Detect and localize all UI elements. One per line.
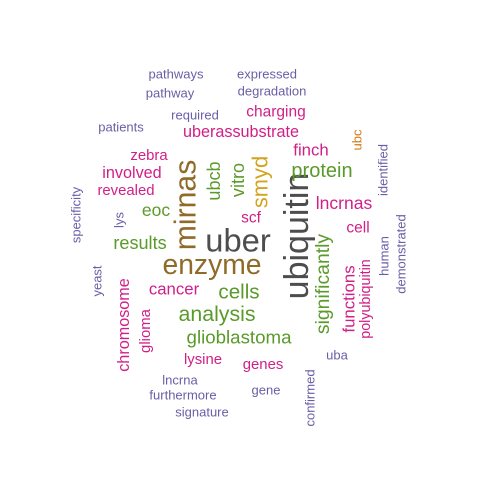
word-ubiquitin: ubiquitin	[278, 173, 316, 300]
word-zebra: zebra	[130, 148, 168, 164]
word-gene: gene	[252, 383, 281, 398]
word-ubc: ubc	[350, 129, 365, 150]
word-specificity: specificity	[69, 186, 84, 243]
word-lncrnas: lncrnas	[316, 193, 373, 213]
word-uber: uber	[205, 222, 271, 259]
word-eoc: eoc	[142, 200, 170, 220]
word-lysine: lysine	[184, 352, 222, 368]
word-glioblastoma: glioblastoma	[187, 327, 293, 348]
word-signature: signature	[175, 405, 228, 420]
word-functions: functions	[340, 265, 359, 332]
word-cancer: cancer	[149, 280, 200, 299]
word-lncrna: lncrna	[162, 373, 198, 388]
word-cell: cell	[346, 220, 369, 237]
word-yeast: yeast	[90, 265, 105, 296]
word-finch: finch	[293, 141, 328, 160]
word-pathways: pathways	[149, 67, 204, 82]
word-human: human	[377, 236, 392, 276]
word-pathway: pathway	[146, 86, 195, 101]
word-glioma: glioma	[138, 308, 154, 353]
word-cells: cells	[218, 281, 259, 304]
word-degradation: degradation	[238, 84, 307, 99]
word-smyd: smyd	[248, 156, 273, 208]
word-revealed: revealed	[97, 183, 154, 199]
word-involved: involved	[102, 164, 161, 182]
word-genes: genes	[243, 357, 284, 373]
word-enzyme: enzyme	[162, 248, 261, 280]
word-uberassubstrate: uberassubstrate	[183, 123, 299, 141]
word-chromosome: chromosome	[115, 278, 133, 372]
word-charging: charging	[246, 104, 305, 121]
word-patients: patients	[98, 120, 144, 135]
word-results: results	[113, 233, 166, 253]
word-vitro: vitro	[228, 163, 248, 197]
word-identified: identified	[376, 144, 391, 196]
word-ubcb: ubcb	[204, 161, 224, 200]
word-uba: uba	[326, 348, 348, 363]
word-protein: protein	[291, 160, 352, 182]
word-lys: lys	[112, 212, 127, 228]
word-polyubiquitin: polyubiquitin	[358, 259, 374, 339]
word-confirmed: confirmed	[303, 369, 318, 426]
word-required: required	[171, 108, 219, 123]
word-mirnas: mirnas	[170, 160, 203, 251]
word-expressed: expressed	[237, 67, 297, 82]
word-demonstrated: demonstrated	[394, 214, 409, 294]
word-scf: scf	[241, 210, 262, 227]
word-furthermore: furthermore	[149, 388, 216, 403]
word-significantly: significantly	[312, 234, 334, 335]
word-analysis: analysis	[179, 302, 256, 326]
